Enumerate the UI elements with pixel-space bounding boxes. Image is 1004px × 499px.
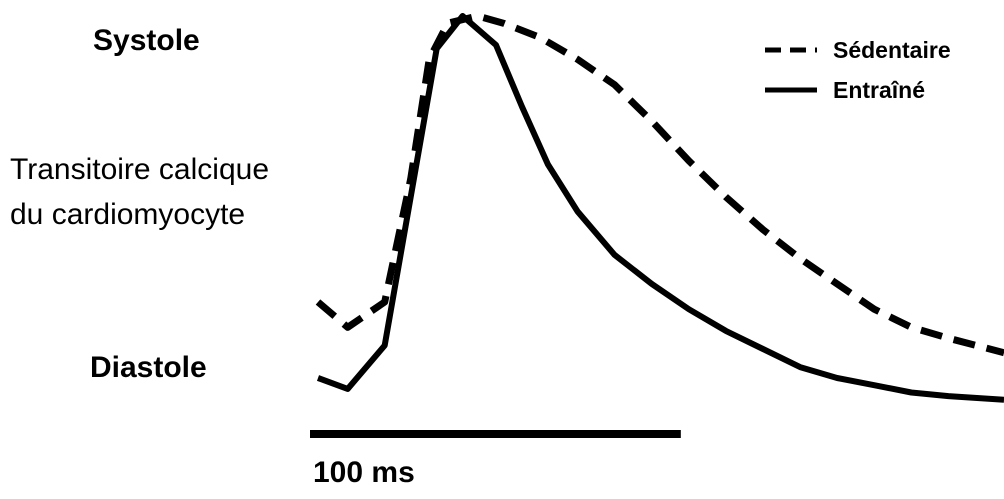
y-axis-label-line-2: du cardiomyocyte [10,198,246,231]
legend-label-sedentaire: Sédentaire [833,37,951,63]
series-line-entraine [316,13,1004,403]
scale-bar-label: 100 ms [313,456,415,489]
y-axis-label-line-1: Transitoire calcique [10,153,269,186]
diastole-label: Diastole [90,351,207,384]
series-line-sedentaire [315,12,1004,357]
systole-label: Systole [93,24,200,57]
legend-label-entraine: Entraîné [833,77,925,103]
